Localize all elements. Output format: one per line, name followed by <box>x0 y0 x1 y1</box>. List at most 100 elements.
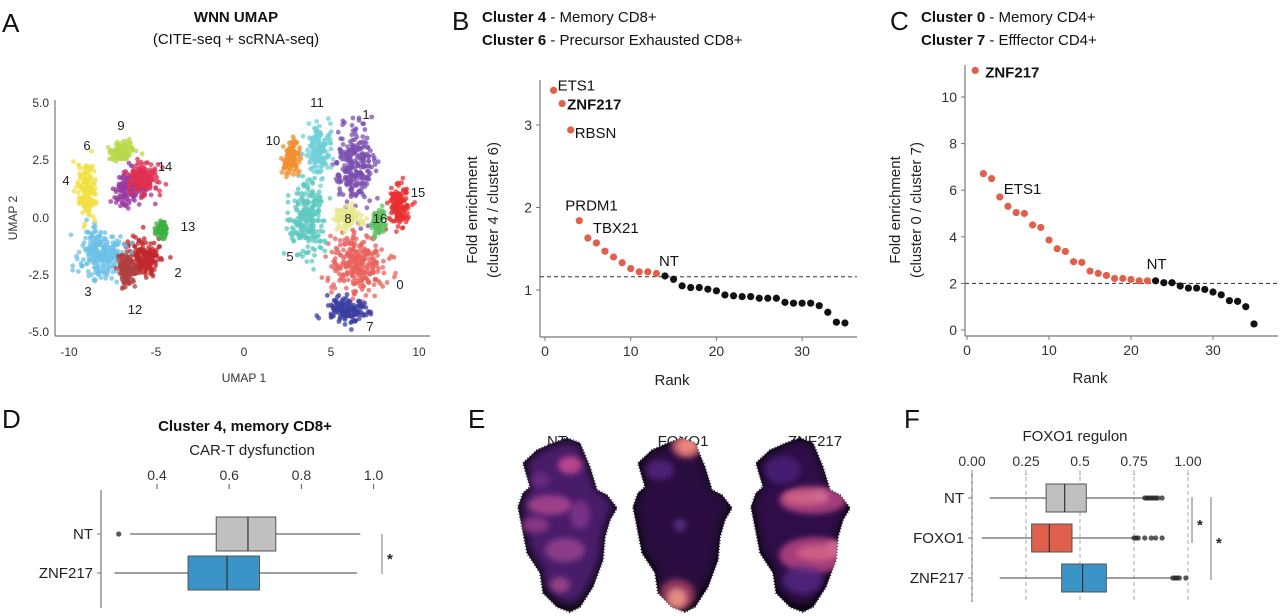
rank-point <box>988 174 996 183</box>
umap-point-cluster-0 <box>356 243 362 249</box>
umap-point-cluster-3 <box>105 267 111 273</box>
umap-point-cluster-4 <box>74 184 79 190</box>
umap-point-cluster-0 <box>343 285 349 291</box>
significance-star: * <box>387 551 393 568</box>
umap-point-cluster-16 <box>372 235 378 240</box>
umap-point-cluster-0 <box>328 233 333 239</box>
umap-point-cluster-10 <box>296 159 302 165</box>
umap-point-cluster-12 <box>126 261 132 267</box>
umap-point-cluster-2 <box>135 251 141 257</box>
umap-point-cluster-0 <box>360 270 366 276</box>
umap-point-cluster-5 <box>300 173 306 179</box>
rank-point <box>549 86 558 94</box>
umap-point-cluster-11 <box>317 123 322 129</box>
umap-point-cluster-0 <box>384 280 390 285</box>
umap-point-cluster-2 <box>158 255 164 261</box>
x-tick-label: 0.75 <box>1120 453 1147 469</box>
gene-label: RBSN <box>575 125 617 142</box>
rank-point <box>1004 202 1012 210</box>
umap-point-cluster-11 <box>328 129 334 134</box>
umap-point-cluster-5 <box>320 229 326 235</box>
umap-point-cluster-4 <box>82 221 88 227</box>
umap-point-cluster-3 <box>102 230 108 236</box>
umap-point-cluster-11 <box>328 146 334 152</box>
umap-cluster-label: 15 <box>411 185 425 200</box>
umap-point-cluster-5 <box>306 209 311 215</box>
umap-point-cluster-3 <box>87 235 93 241</box>
umap-point-cluster-3 <box>90 257 96 263</box>
umap-point-cluster-3 <box>76 249 82 255</box>
umap-point-cluster-15 <box>396 183 401 188</box>
umap-point-cluster-14 <box>130 170 136 176</box>
umap-point-cluster-0 <box>391 255 397 260</box>
umap-point-cluster-0 <box>367 271 373 277</box>
outlier-point <box>116 531 122 537</box>
umap-point-cluster-1 <box>334 160 339 165</box>
rank-point <box>575 217 583 225</box>
x-tick-label: 0.00 <box>958 453 985 469</box>
umap-point-cluster-5 <box>327 195 333 201</box>
umap-point-cluster-4 <box>86 197 92 203</box>
umap-point-cluster-11 <box>311 143 316 148</box>
umap-point-cluster-11 <box>310 147 315 153</box>
umap-point-cluster-5 <box>313 200 319 206</box>
umap-point-cluster-11 <box>326 133 332 139</box>
umap-point-cluster-12 <box>122 284 128 290</box>
umap-point-cluster-3 <box>84 217 89 223</box>
rank-point <box>1152 277 1160 285</box>
umap-point-cluster-3 <box>110 234 116 240</box>
chart-e <box>516 436 852 614</box>
umap-point-cluster-11 <box>308 155 314 161</box>
umap-point-cluster-7 <box>341 313 347 318</box>
umap-point-cluster-0 <box>350 273 355 279</box>
umap-point-cluster-6 <box>108 199 114 204</box>
umap-point-cluster-0 <box>363 293 369 298</box>
umap-point-cluster-0 <box>344 271 350 276</box>
x-tick-label: 0.8 <box>292 467 312 483</box>
umap-point-cluster-7 <box>333 300 339 306</box>
umap-point-cluster-1 <box>360 164 366 170</box>
umap-point-cluster-3 <box>90 242 96 248</box>
gene-label: ZNF217 <box>985 64 1039 81</box>
umap-point-cluster-11 <box>325 165 330 170</box>
rank-point <box>1012 208 1020 217</box>
umap-point-cluster-9 <box>130 146 135 152</box>
umap-point-cluster-1 <box>343 149 348 155</box>
umap-point-cluster-14 <box>127 189 133 195</box>
x-tick-label: 0.5 <box>1070 453 1090 469</box>
umap-point-cluster-1 <box>369 114 375 120</box>
umap-point-cluster-8 <box>357 217 363 223</box>
umap-point-cluster-9 <box>128 140 133 146</box>
umap-point-cluster-11 <box>327 140 333 146</box>
umap-point-cluster-12 <box>130 267 136 273</box>
panel-label-f: F <box>904 404 920 434</box>
umap-point-cluster-0 <box>333 245 339 251</box>
umap-point-cluster-0 <box>332 256 338 262</box>
umap-point-cluster-11 <box>323 141 329 147</box>
umap-cluster-label: 5 <box>286 249 293 264</box>
umap-point-cluster-16 <box>375 214 380 220</box>
umap-point-cluster-5 <box>284 226 290 231</box>
umap-point-cluster-11 <box>309 166 314 171</box>
umap-point-cluster-15 <box>389 185 394 191</box>
umap-point-cluster-3 <box>74 253 79 259</box>
umap-point-cluster-16 <box>371 221 376 226</box>
y-tick-label: 2 <box>524 200 532 216</box>
rank-point <box>652 269 661 278</box>
umap-point-cluster-6 <box>125 205 131 211</box>
umap-point-cluster-14 <box>138 195 144 201</box>
category-label: NT <box>944 490 964 507</box>
umap-point-cluster-3 <box>121 242 127 247</box>
umap-point-cluster-0 <box>342 242 348 247</box>
umap-point-cluster-1 <box>348 147 353 153</box>
umap-subtitle: (CITE-seq + scRNA-seq) <box>153 31 319 48</box>
outlier-point <box>1142 535 1148 541</box>
umap-point-cluster-9 <box>139 151 145 157</box>
umap-point-cluster-0 <box>352 259 358 264</box>
rank-point <box>1111 274 1119 283</box>
umap-point-cluster-0 <box>349 238 354 244</box>
umap-point-cluster-10 <box>283 157 289 163</box>
umap-point-cluster-0 <box>373 277 379 282</box>
rank-point <box>738 293 746 301</box>
umap-point-cluster-1 <box>360 192 366 197</box>
